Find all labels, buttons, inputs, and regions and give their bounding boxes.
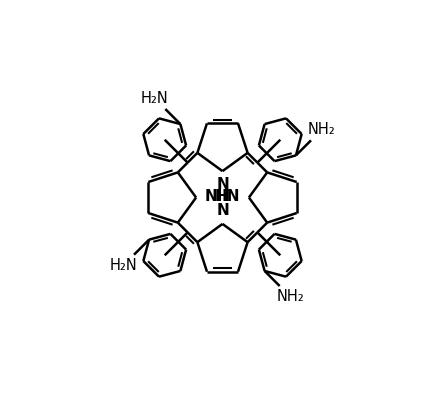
Text: H₂N: H₂N (109, 258, 137, 273)
Text: N: N (216, 178, 229, 192)
Text: N: N (216, 203, 229, 217)
Text: NH: NH (205, 189, 231, 204)
Text: H₂N: H₂N (141, 91, 168, 106)
Text: NH₂: NH₂ (308, 122, 336, 137)
Text: HN: HN (214, 189, 240, 204)
Text: NH₂: NH₂ (277, 289, 304, 304)
